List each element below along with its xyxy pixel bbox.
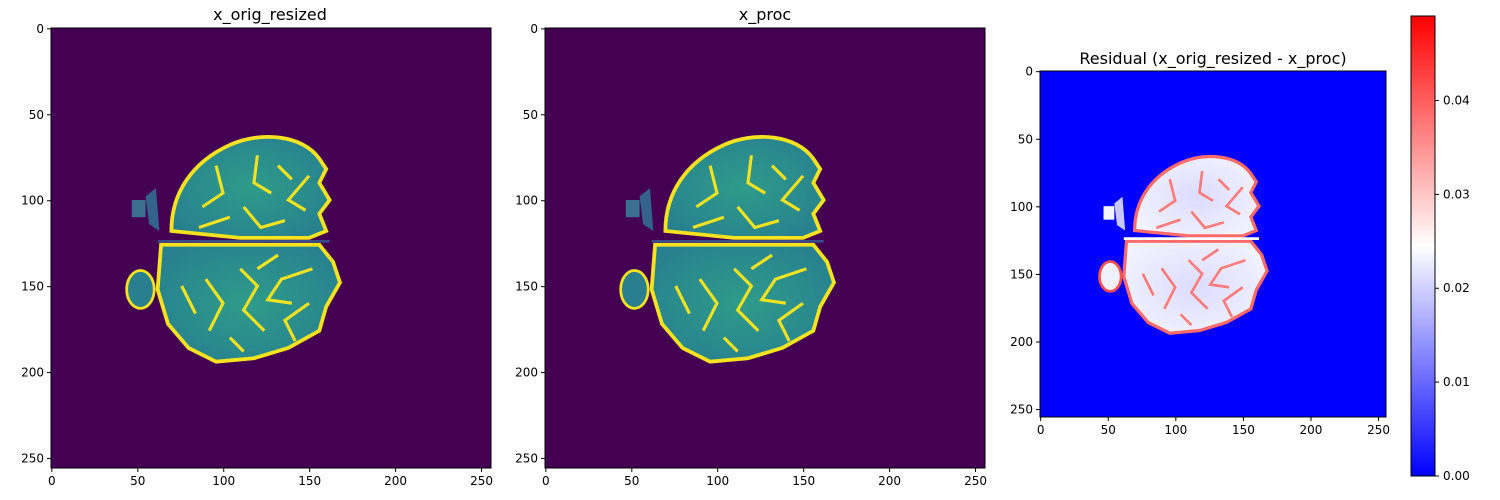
y-tick-label: 150 <box>1010 267 1033 281</box>
y-tick-label: 0 <box>530 22 538 36</box>
y-tick-label: 50 <box>523 108 538 122</box>
panel-title: x_orig_resized <box>213 5 327 25</box>
y-tick-label: 100 <box>21 194 44 208</box>
colorbar-ticks: 0.00 0.01 0.02 0.03 0.04 <box>1435 93 1470 483</box>
x-tick-label: 250 <box>964 474 987 488</box>
x-tick-label: 250 <box>1367 423 1390 437</box>
plot-frame <box>544 27 986 469</box>
y-tick-label: 250 <box>515 452 538 466</box>
y-tick-label: 200 <box>515 366 538 380</box>
brain-image <box>51 28 492 469</box>
tick-group: 0 50 100 150 200 250 0 50 100 150 200 250 <box>1010 65 1390 437</box>
x-tick-label: 50 <box>130 474 145 488</box>
colorbar-gradient <box>1410 15 1436 477</box>
x-tick-label: 50 <box>1101 423 1116 437</box>
panel-title: x_proc <box>739 5 791 25</box>
x-tick-label: 150 <box>792 474 815 488</box>
y-tick-label: 0 <box>36 22 44 36</box>
y-tick-label: 250 <box>1010 403 1033 417</box>
y-tick-label: 250 <box>21 452 44 466</box>
y-tick-label: 0 <box>1025 65 1033 79</box>
y-tick-label: 50 <box>29 108 44 122</box>
x-tick-label: 150 <box>1232 423 1255 437</box>
x-tick-label: 0 <box>542 474 550 488</box>
y-tick-label: 200 <box>21 366 44 380</box>
x-tick-label: 100 <box>1164 423 1187 437</box>
residual-image <box>1040 71 1387 418</box>
colorbar-tick-label: 0.04 <box>1443 93 1470 107</box>
brain-tissue <box>125 135 343 364</box>
x-tick-label: 200 <box>1300 423 1323 437</box>
colorbar: 0.00 0.01 0.02 0.03 0.04 <box>1410 15 1470 483</box>
x-tick-label: 50 <box>624 474 639 488</box>
brain-tissue <box>619 135 837 364</box>
tick-group: 0 50 100 150 200 250 0 50 100 150 200 250 <box>515 22 987 488</box>
y-tick-label: 50 <box>1018 132 1033 146</box>
panel-x-proc: x_proc 0 50 100 150 200 250 0 50 100 150 200 250 <box>515 5 987 488</box>
tick-group: 0 50 100 150 200 250 0 50 100 150 200 250 <box>21 22 493 488</box>
plot-frame <box>50 27 492 469</box>
y-tick-label: 200 <box>1010 335 1033 349</box>
residual-tissue <box>1098 154 1269 335</box>
y-tick-label: 150 <box>515 280 538 294</box>
x-tick-label: 100 <box>706 474 729 488</box>
colorbar-tick-label: 0.02 <box>1443 281 1470 295</box>
x-tick-label: 100 <box>212 474 235 488</box>
y-tick-label: 100 <box>1010 200 1033 214</box>
x-tick-label: 0 <box>48 474 56 488</box>
colorbar-tick-label: 0.03 <box>1443 187 1470 201</box>
x-tick-label: 0 <box>1037 423 1045 437</box>
x-tick-label: 250 <box>470 474 493 488</box>
colorbar-tick-label: 0.00 <box>1443 469 1470 483</box>
brain-image <box>545 28 986 469</box>
panel-residual: Residual (x_orig_resized - x_proc) 0 50 10… <box>1010 49 1390 437</box>
x-tick-label: 200 <box>384 474 407 488</box>
x-tick-label: 200 <box>878 474 901 488</box>
colorbar-tick-label: 0.01 <box>1443 375 1470 389</box>
plot-frame <box>1039 70 1387 418</box>
y-tick-label: 100 <box>515 194 538 208</box>
panel-x-orig-resized: x_orig_resized 0 50 100 150 200 250 0 50 100 150 2… <box>21 5 493 488</box>
y-tick-label: 150 <box>21 280 44 294</box>
x-tick-label: 150 <box>298 474 321 488</box>
panel-title: Residual (x_orig_resized - x_proc) <box>1079 49 1346 69</box>
